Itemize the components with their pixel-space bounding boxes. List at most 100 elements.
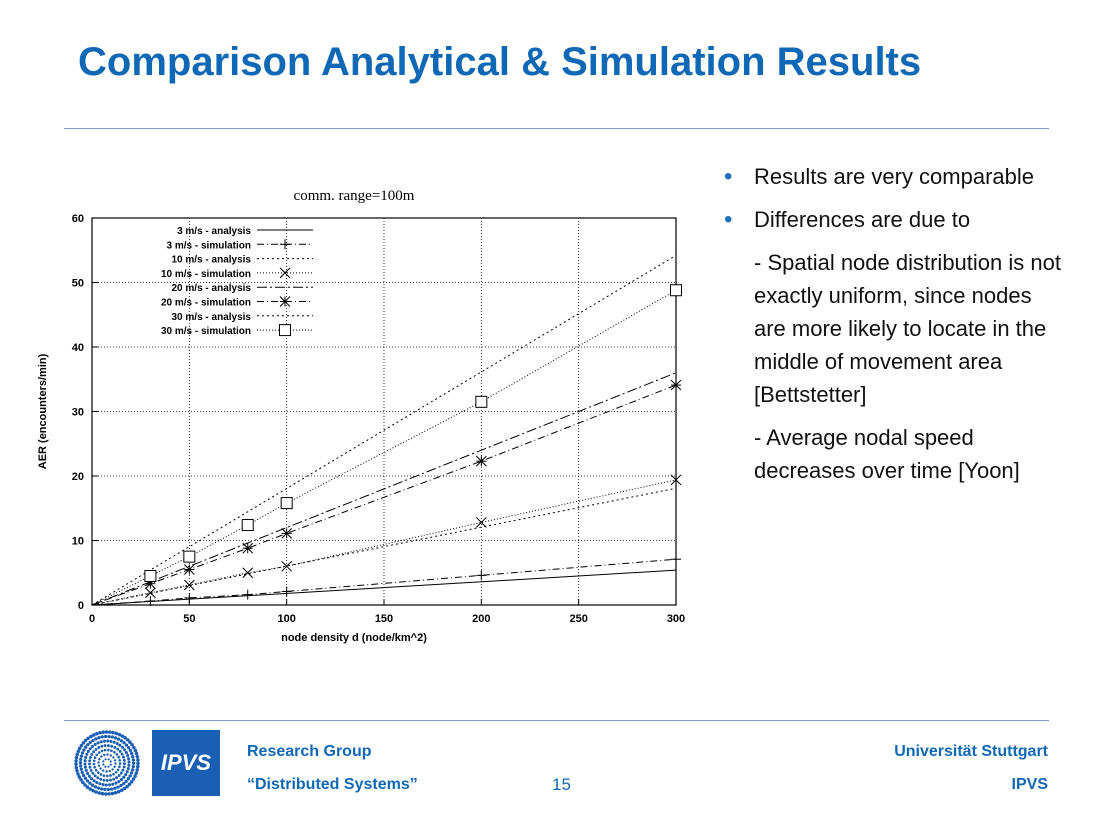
logo-dot [112,772,115,776]
logo-dot [109,754,113,757]
logo-dot [127,763,131,767]
data-point [280,497,293,510]
logo-dot [131,755,135,759]
logo-dot [126,746,131,750]
logo-dot [126,767,130,771]
marker-stroke [281,560,293,572]
logo-dot [114,781,118,785]
logo-dot [100,744,104,748]
logo-dot [86,736,90,741]
logo-dot [100,787,104,791]
logo-dot [100,791,105,796]
logo-dot [130,768,135,772]
logo-dot [135,768,139,772]
logo-dot [89,768,93,772]
logo-dot [134,751,139,756]
logo-dot [99,767,102,770]
x-tick-label: 300 [667,613,685,625]
logo-dot [122,775,126,779]
logo-dot [81,773,86,778]
legend-label: 30 m/s - analysis [172,312,252,323]
logo-dot [122,765,126,769]
logo-dot [107,792,111,796]
logo-dot [130,751,134,756]
marker-stroke [279,324,291,337]
logo-dot [131,758,135,762]
logo-dot [87,774,91,778]
data-point [145,587,156,599]
logo-dot [108,769,111,773]
data-point [144,569,157,582]
logo-dot [109,778,112,782]
logo-dot [109,774,112,777]
data-point [281,528,293,539]
logo-dot [117,732,122,737]
logo-dot [107,744,110,748]
logo-dot [127,782,132,787]
logo-dot [98,757,101,761]
logo-dot [95,780,99,785]
data-point [184,592,195,603]
logo-dot [102,760,105,763]
page-number: 15 [552,775,571,794]
bullet-text: Results are very comparable [754,164,1035,189]
logo-dot [83,776,88,780]
logo-dot [104,792,108,796]
logo-dot [74,765,79,770]
logo-dot [83,783,87,787]
logo-dot [102,774,106,778]
data-point [183,579,195,591]
logo-dot [104,783,108,787]
marker-stroke [670,379,682,391]
sub-point: - Spatial node distribution is not exact… [754,250,1061,407]
logo-dot [79,778,83,782]
logo-dot [93,785,98,789]
logo-dot [75,769,79,773]
logo-dot [96,741,100,745]
logo-dot [105,770,108,773]
logo-dot [123,748,127,752]
logo-dot [79,743,84,748]
logo-dot [115,776,119,780]
bullet-dot-icon: • [724,206,733,233]
x-axis-label: node density d (node/km^2) [281,632,427,644]
logo-dot [90,752,94,756]
bullet-text: Differences are due to [754,207,971,232]
sub-point: - Average nodal speed decreases over tim… [754,425,1020,483]
logo-dot [100,735,104,739]
logo-dot [131,777,136,781]
logo-dot [99,740,103,744]
ipvs-logo: IPVS [152,730,220,796]
legend-label: 20 m/s - simulation [161,298,251,309]
marker-stroke [475,517,487,528]
legend-marker [279,267,291,279]
logo-dot [109,739,113,743]
logo-dot [116,737,121,741]
logo-dot [88,787,93,791]
logo-dot [122,758,126,762]
legend-label: 3 m/s - simulation [167,240,251,251]
logo-dot [92,762,96,766]
data-point [670,284,682,297]
logo-dot [76,749,81,754]
logo-dot [122,781,126,786]
logo-dot [129,780,134,784]
marker-stroke [144,569,157,582]
data-point [242,589,253,600]
logo-dot [77,775,82,779]
logo-dot [116,747,120,751]
logo-dot [84,755,88,759]
legend-marker [279,296,291,307]
logo-dot [88,747,92,751]
marker-stroke [475,395,488,408]
logo-dot [79,764,83,768]
marker-stroke [145,587,156,599]
logo-dot [104,758,107,761]
logo-dot [130,743,134,747]
logo-dot [136,758,140,762]
x-tick-label: 0 [89,613,95,625]
chart-title: comm. range=100m [294,188,415,204]
logo-dot [97,736,101,740]
logo-dot [83,762,87,766]
logo-dot [126,777,130,781]
